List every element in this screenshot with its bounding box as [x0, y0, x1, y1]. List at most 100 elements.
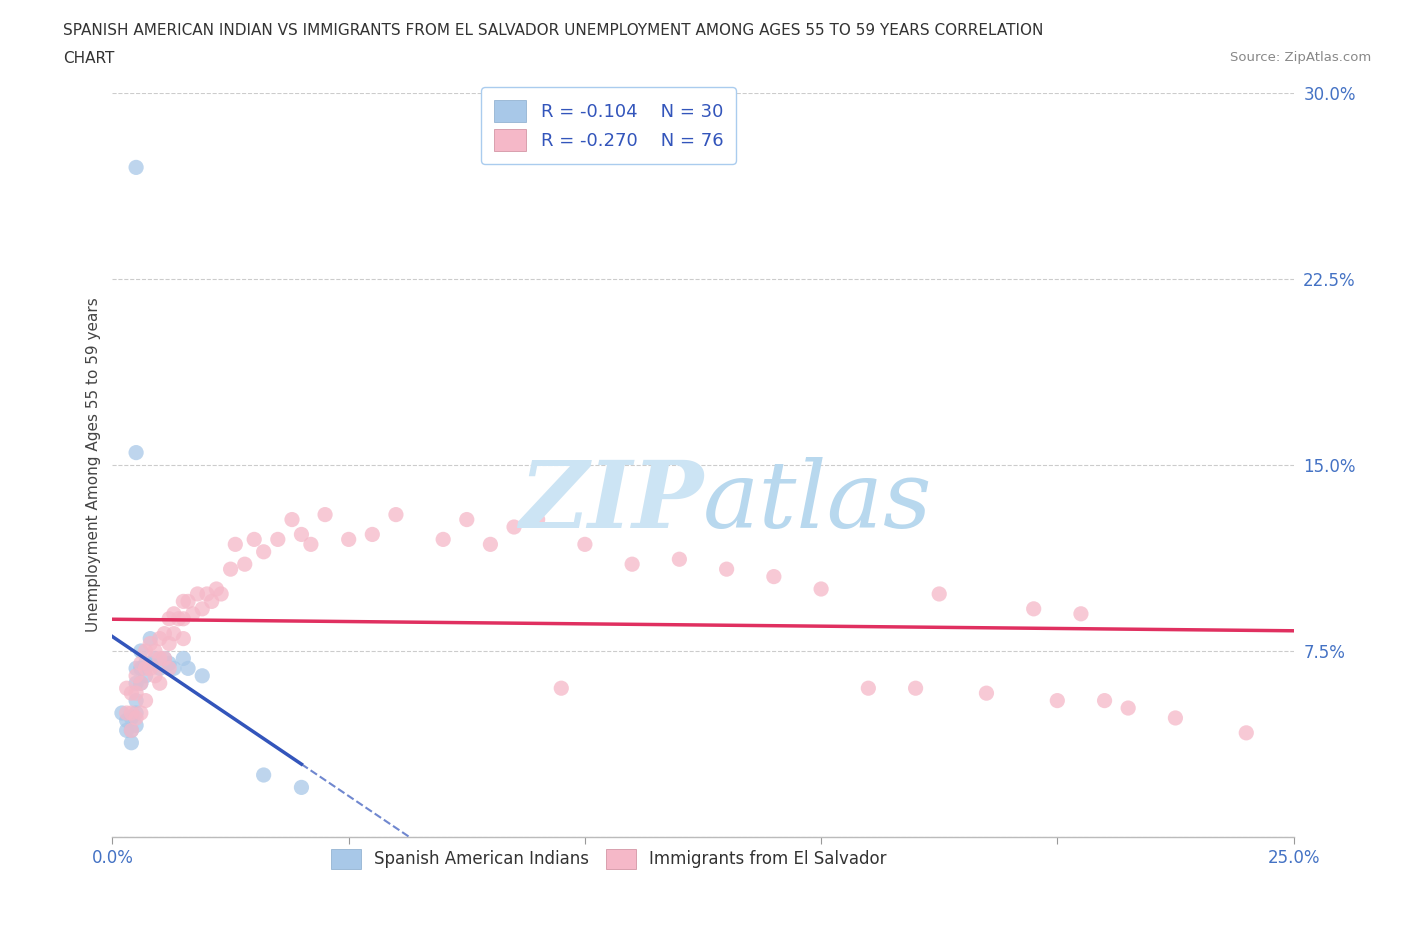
Point	[115, 681, 138, 696]
Point	[163, 626, 186, 641]
Point	[167, 611, 190, 626]
Point	[1046, 693, 1069, 708]
Point	[125, 718, 148, 733]
Point	[337, 532, 360, 547]
Point	[125, 711, 148, 725]
Point	[224, 537, 246, 551]
Point	[191, 669, 214, 684]
Point	[135, 669, 157, 684]
Point	[149, 661, 172, 676]
Point	[281, 512, 304, 527]
Point	[120, 723, 142, 737]
Point	[135, 644, 157, 658]
Point	[550, 681, 572, 696]
Point	[153, 626, 176, 641]
Point	[201, 594, 224, 609]
Point	[153, 651, 176, 666]
Point	[129, 656, 152, 671]
Point	[195, 587, 218, 602]
Point	[716, 562, 738, 577]
Point	[1070, 606, 1092, 621]
Point	[928, 587, 950, 602]
Text: atlas: atlas	[703, 458, 932, 547]
Point	[125, 445, 148, 460]
Point	[149, 651, 172, 666]
Point	[172, 651, 194, 666]
Point	[574, 537, 596, 551]
Point	[205, 581, 228, 596]
Point	[125, 676, 148, 691]
Text: ZIP: ZIP	[519, 458, 703, 547]
Point	[219, 562, 242, 577]
Point	[290, 527, 312, 542]
Point	[1116, 700, 1139, 715]
Point	[149, 676, 172, 691]
Point	[186, 587, 208, 602]
Point	[157, 611, 180, 626]
Point	[290, 780, 312, 795]
Point	[143, 644, 166, 658]
Point	[253, 767, 276, 782]
Point	[111, 706, 134, 721]
Point	[181, 606, 204, 621]
Point	[115, 723, 138, 737]
Point	[157, 661, 180, 676]
Point	[129, 644, 152, 658]
Text: Source: ZipAtlas.com: Source: ZipAtlas.com	[1230, 51, 1371, 64]
Point	[157, 656, 180, 671]
Point	[1234, 725, 1257, 740]
Point	[456, 512, 478, 527]
Point	[129, 676, 152, 691]
Point	[120, 706, 142, 721]
Point	[810, 581, 832, 596]
Point	[125, 685, 148, 700]
Point	[233, 557, 256, 572]
Point	[361, 527, 384, 542]
Point	[191, 602, 214, 617]
Point	[976, 685, 998, 700]
Point	[120, 723, 142, 737]
Y-axis label: Unemployment Among Ages 55 to 59 years: Unemployment Among Ages 55 to 59 years	[86, 298, 101, 632]
Point	[135, 661, 157, 676]
Point	[479, 537, 502, 551]
Point	[125, 706, 148, 721]
Point	[858, 681, 880, 696]
Point	[267, 532, 290, 547]
Point	[129, 676, 152, 691]
Point	[163, 661, 186, 676]
Point	[172, 631, 194, 646]
Point	[139, 661, 162, 676]
Point	[157, 636, 180, 651]
Point	[139, 636, 162, 651]
Point	[120, 685, 142, 700]
Point	[503, 520, 526, 535]
Point	[668, 551, 690, 566]
Point	[139, 656, 162, 671]
Point	[163, 606, 186, 621]
Point	[621, 557, 644, 572]
Point	[129, 706, 152, 721]
Point	[1022, 602, 1045, 617]
Point	[1164, 711, 1187, 725]
Point	[143, 669, 166, 684]
Point	[526, 512, 548, 527]
Point	[149, 631, 172, 646]
Point	[125, 661, 148, 676]
Text: SPANISH AMERICAN INDIAN VS IMMIGRANTS FROM EL SALVADOR UNEMPLOYMENT AMONG AGES 5: SPANISH AMERICAN INDIAN VS IMMIGRANTS FR…	[63, 23, 1043, 38]
Point	[1094, 693, 1116, 708]
Point	[125, 669, 148, 684]
Point	[115, 706, 138, 721]
Point	[172, 611, 194, 626]
Point	[177, 594, 200, 609]
Point	[139, 631, 162, 646]
Text: CHART: CHART	[63, 51, 115, 66]
Point	[129, 661, 152, 676]
Point	[314, 507, 336, 522]
Legend: Spanish American Indians, Immigrants from El Salvador: Spanish American Indians, Immigrants fro…	[319, 837, 898, 881]
Point	[120, 736, 142, 751]
Point	[904, 681, 927, 696]
Point	[253, 544, 276, 559]
Point	[125, 693, 148, 708]
Point	[299, 537, 322, 551]
Point	[120, 711, 142, 725]
